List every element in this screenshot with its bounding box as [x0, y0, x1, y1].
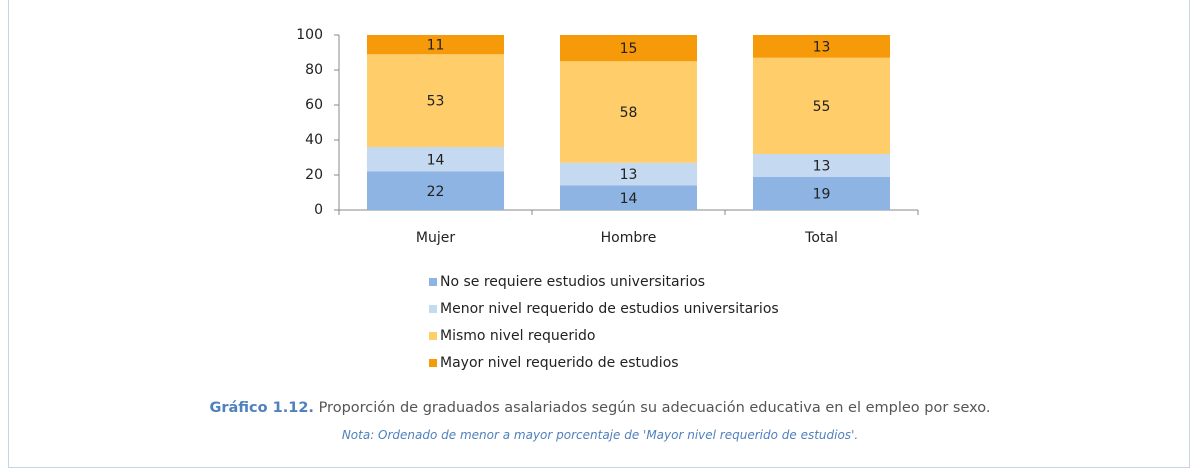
x-tick-label: Total [804, 230, 838, 246]
caption: Gráfico 1.12. Proporción de graduados as… [9, 400, 1189, 416]
bar-segment [559, 185, 698, 210]
note: Nota: Ordenado de menor a mayor porcenta… [341, 428, 859, 442]
data-label: 14 [620, 191, 638, 207]
legend-marker [429, 359, 437, 367]
data-label: 19 [813, 186, 831, 202]
bar-segment [752, 57, 891, 154]
data-label: 13 [813, 158, 831, 174]
bar-segment [366, 171, 505, 210]
data-label: 13 [813, 39, 831, 55]
data-label: 53 [427, 94, 445, 110]
data-label: 15 [620, 41, 638, 57]
caption-label: Gráfico 1.12. [209, 400, 314, 416]
data-label: 55 [813, 99, 831, 115]
legend-label: Mismo nivel requerido [440, 328, 595, 344]
legend-marker [429, 305, 437, 313]
legend-marker [429, 278, 437, 286]
bar-segment [559, 61, 698, 163]
y-tick-label: 40 [305, 132, 323, 148]
bar-segment [559, 35, 698, 62]
legend-label: Mayor nivel requerido de estudios [440, 355, 679, 371]
chart: 0 20 40 60 80 100 Mujer 22 14 53 11 Hombre 14 13 58 15 T… [296, 27, 919, 371]
data-label: 22 [427, 184, 445, 200]
y-tick-label: 80 [305, 62, 323, 78]
caption-text: Proporción de graduados asalariados segú… [318, 400, 991, 416]
bar-segment [752, 154, 891, 177]
x-tick-label: Mujer [416, 230, 455, 246]
data-label: 11 [427, 38, 445, 54]
y-tick-label: 60 [305, 97, 323, 113]
bar-segment [752, 35, 891, 58]
legend-label: No se requiere estudios universitarios [440, 274, 705, 290]
data-label: 14 [427, 152, 445, 168]
y-tick-label: 20 [305, 167, 323, 183]
y-tick-label: 100 [296, 27, 323, 43]
y-tick-label: 0 [314, 202, 323, 218]
frame: 0 20 40 60 80 100 Mujer 22 14 53 11 Hombre 14 13 58 15 T… [8, 0, 1190, 468]
bar-segment [559, 162, 698, 186]
data-label: 58 [620, 105, 638, 121]
legend-marker [429, 332, 437, 340]
data-label: 13 [620, 167, 638, 183]
x-tick-label: Hombre [601, 230, 657, 246]
bar-segment [366, 35, 505, 55]
bar-segment [752, 176, 891, 210]
legend-label: Menor nivel requerido de estudios univer… [440, 301, 779, 317]
bar-segment [366, 54, 505, 147]
bar-segment [366, 147, 505, 172]
